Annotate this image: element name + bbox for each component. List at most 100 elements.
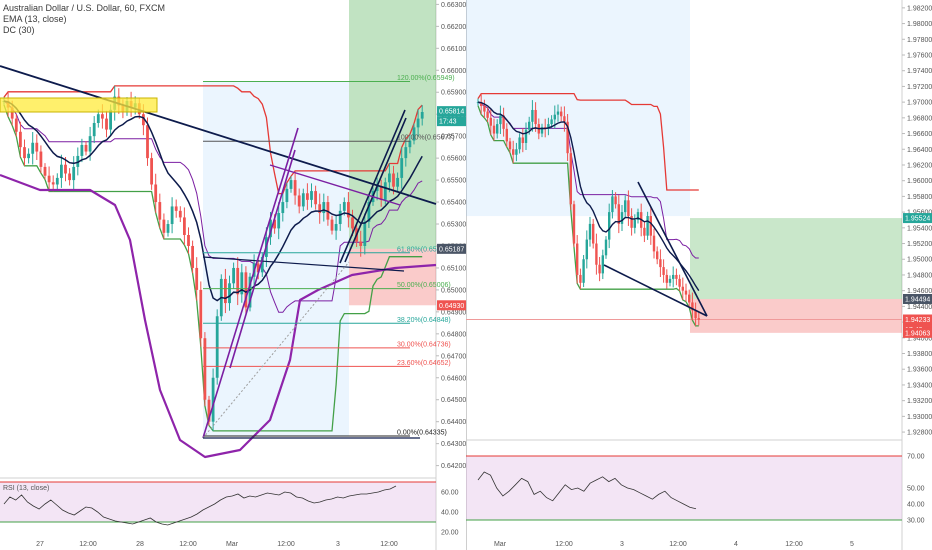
legend-ema[interactable]: EMA (13, close): [3, 14, 67, 24]
candle-body: [483, 106, 486, 112]
candle-body: [285, 188, 289, 203]
legend-symbol-title[interactable]: Australian Dollar / U.S. Dollar, 60, FXC…: [3, 3, 166, 13]
candle-body: [691, 302, 694, 311]
candle-body: [662, 267, 665, 275]
time-tick-label: 5: [850, 541, 854, 548]
candle-body: [579, 274, 582, 283]
right-chart[interactable]: 1.98200 1.98000 1.97800 1.97600 1.97400 1.972…: [466, 0, 932, 550]
price-tick-label: 0.64500: [441, 397, 466, 404]
time-tick-label: 12:00: [277, 541, 295, 548]
price-tick-label: 1.96600: [907, 131, 932, 138]
candle-body: [630, 216, 633, 228]
candle-body: [318, 204, 322, 214]
price-tag: [903, 327, 932, 338]
candle-body: [96, 114, 100, 123]
channel-line-inner: [229, 149, 296, 369]
rsi-legend-label: RSI (13, close): [3, 485, 49, 492]
candle-body: [420, 112, 424, 119]
left-chart[interactable]: 120.00%(0.65949) 100.00%(0.65677) 61.80%(0…: [0, 0, 466, 550]
candle-body: [505, 128, 508, 142]
candle-body: [80, 144, 84, 156]
candle-body: [199, 289, 203, 339]
long-position-stop-zone: [349, 248, 436, 306]
price-tick-label: 1.94000: [907, 335, 932, 342]
candle-body: [521, 137, 524, 143]
candle-body: [363, 221, 367, 246]
price-tick-label: 1.96200: [907, 162, 932, 169]
candle-body: [633, 219, 636, 228]
candle-body: [154, 184, 158, 203]
candle-body: [330, 219, 334, 231]
price-tick-label: 1.93400: [907, 382, 932, 389]
candle-body: [293, 180, 297, 196]
candle-body: [273, 219, 276, 229]
candle-body: [508, 141, 512, 150]
price-tick-label: 1.94800: [907, 272, 932, 279]
price-tag: [437, 106, 466, 117]
candle-body: [72, 166, 76, 181]
price-tick-label: 0.64700: [441, 353, 466, 360]
rsi-tick-label: 70.00: [907, 454, 925, 461]
candle-body: [183, 217, 186, 235]
candle-body: [322, 202, 326, 214]
candle-body: [150, 158, 153, 185]
candle-body: [675, 274, 678, 279]
candle-body: [228, 283, 231, 304]
candle-body: [27, 153, 30, 159]
price-tag: [903, 314, 932, 325]
price-tick-label: 0.65000: [441, 287, 466, 294]
rsi-tick-label: 60.00: [441, 490, 459, 497]
price-tick-label: 1.93200: [907, 398, 932, 405]
candle-body: [566, 121, 569, 154]
candle-body: [383, 182, 387, 200]
candle-body: [260, 256, 264, 273]
candle-body: [178, 210, 182, 218]
time-tick-label: 12:00: [179, 541, 197, 548]
legend-dc[interactable]: DC (30): [3, 25, 35, 35]
time-tick-label: 28: [136, 541, 144, 548]
price-tick-label: 0.65400: [441, 200, 466, 207]
regression-curve: [0, 173, 437, 459]
fib-level-label: 100.00%(0.65677): [397, 135, 455, 142]
candle-body: [301, 193, 305, 207]
candle-body: [84, 144, 88, 152]
candle-body: [244, 272, 248, 308]
price-tick-label: 1.95400: [907, 225, 932, 232]
candle-body: [174, 206, 178, 211]
price-tick-label: 0.64800: [441, 331, 466, 338]
rsi-tick-label: 50.00: [907, 486, 925, 493]
candle-body: [518, 137, 521, 150]
candle-body: [211, 377, 215, 422]
candle-body: [55, 177, 59, 185]
price-tick-label: 1.97600: [907, 52, 932, 59]
candle-body: [256, 263, 260, 273]
candle-body: [678, 278, 681, 287]
donchian-basis-line: [3, 100, 423, 313]
candle-body: [14, 118, 18, 132]
candle-body: [576, 243, 579, 275]
candle-body: [31, 142, 35, 154]
candle-body: [203, 338, 207, 400]
candle-body: [524, 129, 528, 143]
price-tick-label: 0.64600: [441, 375, 466, 382]
time-tick-label: Mar: [494, 541, 507, 548]
price-tag-label: 17:43: [439, 119, 457, 126]
candle-body: [569, 153, 572, 205]
candle-body: [64, 164, 67, 174]
rsi-line: [477, 471, 697, 510]
candle-body: [19, 131, 22, 148]
candle-body: [480, 102, 483, 107]
price-tag: [437, 300, 466, 311]
candle-body: [534, 109, 537, 125]
candle-body: [215, 316, 219, 378]
candle-body: [694, 310, 697, 319]
price-tag-label: 1.95524: [905, 216, 930, 223]
candle-body: [306, 193, 309, 200]
fib-level-label: 38.20%(0.64848): [397, 317, 451, 324]
candle-body: [643, 227, 646, 236]
price-tick-label: 0.65600: [441, 156, 466, 163]
donchian-upper-line: [3, 85, 423, 195]
candle-body: [191, 245, 194, 268]
price-tick-label: 1.96800: [907, 115, 932, 122]
